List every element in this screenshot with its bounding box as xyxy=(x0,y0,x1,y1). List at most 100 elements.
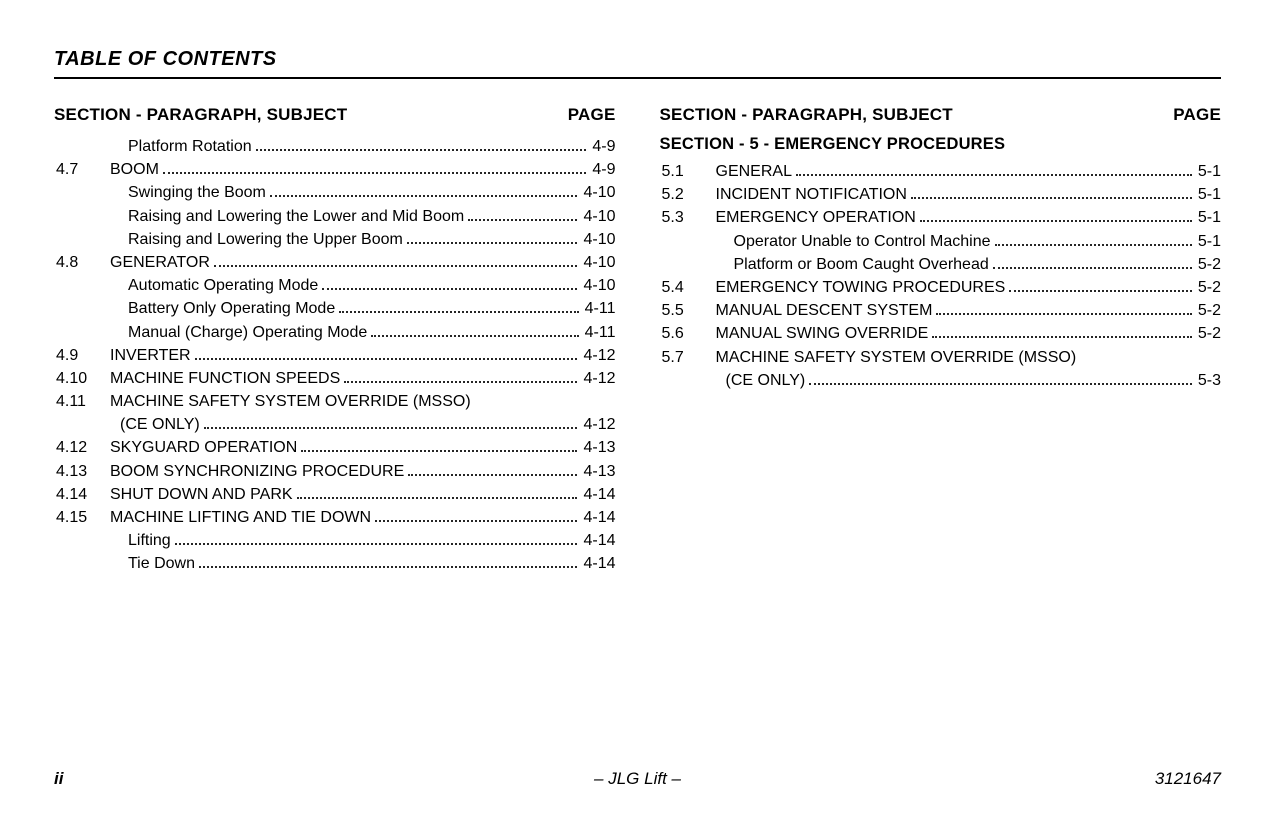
toc-entry: Platform Rotation4-9 xyxy=(54,135,616,158)
toc-num: 4.15 xyxy=(54,506,110,529)
toc-columns: SECTION - PARAGRAPH, SUBJECT PAGE Platfo… xyxy=(54,105,1221,576)
leader-dots xyxy=(375,512,577,522)
toc-entry: Swinging the Boom4-10 xyxy=(54,181,616,204)
toc-page: 4-12 xyxy=(581,367,615,390)
leader-dots xyxy=(175,535,578,545)
toc-page: 4-11 xyxy=(583,297,616,320)
toc-page: 4-12 xyxy=(581,413,615,436)
leader-dots xyxy=(322,280,577,290)
toc-entry: 5.3EMERGENCY OPERATION5-1 xyxy=(660,206,1222,229)
toc-page: 4-13 xyxy=(581,436,615,459)
toc-entry: 5.7MACHINE SAFETY SYSTEM OVERRIDE (MSSO)… xyxy=(660,346,1222,392)
toc-entry: 4.12SKYGUARD OPERATION 4-13 xyxy=(54,436,616,459)
toc-num: 5.5 xyxy=(660,299,716,322)
toc-num: 4.9 xyxy=(54,344,110,367)
toc-num: 4.8 xyxy=(54,251,110,274)
toc-entry: 5.4EMERGENCY TOWING PROCEDURES5-2 xyxy=(660,276,1222,299)
leader-dots xyxy=(407,233,578,243)
toc-num: 5.2 xyxy=(660,183,716,206)
leader-dots xyxy=(1009,282,1192,292)
toc-label: SKYGUARD OPERATION xyxy=(110,436,297,459)
toc-label: Raising and Lowering the Lower and Mid B… xyxy=(110,205,464,228)
column-header-page: PAGE xyxy=(568,105,616,125)
toc-entry: 4.10MACHINE FUNCTION SPEEDS4-12 xyxy=(54,367,616,390)
toc-num: 4.7 xyxy=(54,158,110,181)
toc-page: 4-14 xyxy=(581,483,615,506)
toc-entry: Battery Only Operating Mode 4-11 xyxy=(54,297,616,320)
leader-dots xyxy=(214,257,578,267)
column-header-left: SECTION - PARAGRAPH, SUBJECT PAGE xyxy=(54,105,616,125)
leader-dots xyxy=(468,210,577,220)
toc-page: 5-1 xyxy=(1196,183,1221,206)
toc-page: 4-10 xyxy=(581,251,615,274)
toc-label: MACHINE LIFTING AND TIE DOWN xyxy=(110,506,371,529)
column-header-subject: SECTION - PARAGRAPH, SUBJECT xyxy=(660,105,953,125)
toc-label: Battery Only Operating Mode xyxy=(110,297,335,320)
toc-page: 4-12 xyxy=(581,344,615,367)
toc-entry: 4.9INVERTER4-12 xyxy=(54,344,616,367)
toc-label: Platform Rotation xyxy=(110,135,252,158)
toc-right-list: 5.1GENERAL5-15.2INCIDENT NOTIFICATION5-1… xyxy=(660,160,1222,392)
toc-label: Operator Unable to Control Machine xyxy=(716,230,991,253)
toc-entry: Manual (Charge) Operating Mode 4-11 xyxy=(54,321,616,344)
toc-label-cont: (CE ONLY) xyxy=(716,369,806,392)
toc-page: 4-10 xyxy=(581,274,615,297)
column-header-page: PAGE xyxy=(1173,105,1221,125)
toc-entry: 4.14SHUT DOWN AND PARK4-14 xyxy=(54,483,616,506)
toc-entry: 4.15MACHINE LIFTING AND TIE DOWN 4-14 xyxy=(54,506,616,529)
toc-label: Tie Down xyxy=(110,552,195,575)
toc-entry: 4.11MACHINE SAFETY SYSTEM OVERRIDE (MSSO… xyxy=(54,390,616,436)
column-header-right: SECTION - PARAGRAPH, SUBJECT PAGE xyxy=(660,105,1222,125)
toc-label: MACHINE SAFETY SYSTEM OVERRIDE (MSSO) xyxy=(110,390,471,413)
page-title: TABLE OF CONTENTS xyxy=(54,48,1221,79)
toc-label: BOOM SYNCHRONIZING PROCEDURE xyxy=(110,460,404,483)
leader-dots xyxy=(796,166,1192,176)
toc-entry: Automatic Operating Mode 4-10 xyxy=(54,274,616,297)
toc-num: 4.12 xyxy=(54,436,110,459)
toc-page: 4-9 xyxy=(590,158,615,181)
footer-center: – JLG Lift – xyxy=(54,769,1221,789)
toc-page: 5-1 xyxy=(1196,230,1221,253)
toc-page: 5-1 xyxy=(1196,160,1221,183)
toc-label: Raising and Lowering the Upper Boom xyxy=(110,228,403,251)
toc-page: 4-14 xyxy=(581,552,615,575)
toc-page: 5-3 xyxy=(1196,369,1221,392)
toc-entry: Raising and Lowering the Lower and Mid B… xyxy=(54,205,616,228)
toc-page: 4-10 xyxy=(581,228,615,251)
toc-page: 5-1 xyxy=(1196,206,1221,229)
leader-dots xyxy=(195,349,578,359)
toc-label-cont: (CE ONLY) xyxy=(110,413,200,436)
toc-entry: Lifting4-14 xyxy=(54,529,616,552)
toc-label: MANUAL DESCENT SYSTEM xyxy=(716,299,933,322)
toc-num: 4.10 xyxy=(54,367,110,390)
leader-dots xyxy=(339,303,578,313)
toc-num: 4.13 xyxy=(54,460,110,483)
toc-label: Automatic Operating Mode xyxy=(110,274,318,297)
toc-page: 5-2 xyxy=(1196,322,1221,345)
leader-dots xyxy=(995,235,1192,245)
toc-entry: 5.6MANUAL SWING OVERRIDE5-2 xyxy=(660,322,1222,345)
toc-label: Lifting xyxy=(110,529,171,552)
toc-page: 5-2 xyxy=(1196,253,1221,276)
toc-label: Manual (Charge) Operating Mode xyxy=(110,321,367,344)
toc-entry: 4.8GENERATOR4-10 xyxy=(54,251,616,274)
section-heading: SECTION - 5 - EMERGENCY PROCEDURES xyxy=(660,135,1222,154)
column-header-subject: SECTION - PARAGRAPH, SUBJECT xyxy=(54,105,347,125)
toc-label: Swinging the Boom xyxy=(110,181,266,204)
leader-dots xyxy=(301,442,577,452)
toc-entry: 4.13BOOM SYNCHRONIZING PROCEDURE4-13 xyxy=(54,460,616,483)
toc-label: MACHINE SAFETY SYSTEM OVERRIDE (MSSO) xyxy=(716,346,1077,369)
toc-entry: 4.7BOOM4-9 xyxy=(54,158,616,181)
leader-dots xyxy=(204,419,578,429)
toc-left-list: Platform Rotation4-94.7BOOM4-9Swinging t… xyxy=(54,135,616,576)
toc-page: 4-10 xyxy=(581,205,615,228)
toc-page: 4-11 xyxy=(583,321,616,344)
toc-label: Platform or Boom Caught Overhead xyxy=(716,253,989,276)
leader-dots xyxy=(408,465,577,475)
toc-entry: Operator Unable to Control Machine 5-1 xyxy=(660,230,1222,253)
toc-page: 4-14 xyxy=(581,506,615,529)
page-footer: ii – JLG Lift – 3121647 xyxy=(54,769,1221,789)
toc-label: EMERGENCY OPERATION xyxy=(716,206,916,229)
leader-dots xyxy=(911,189,1192,199)
leader-dots xyxy=(371,326,578,336)
